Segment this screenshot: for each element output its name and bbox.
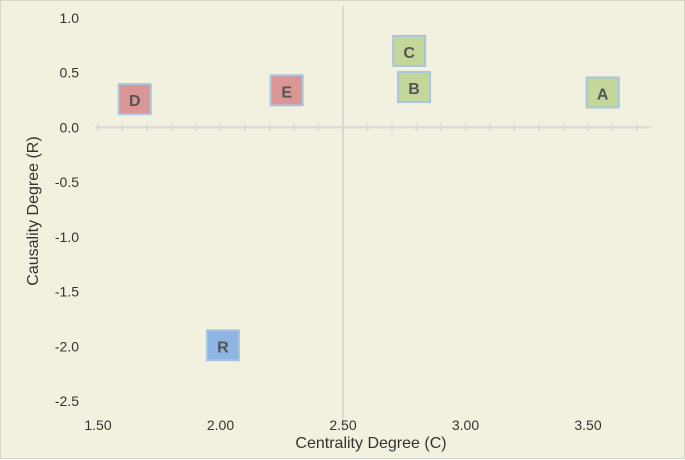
x-axis-title: Centrality Degree (C) bbox=[295, 435, 446, 452]
y-tick-label: -2.5 bbox=[55, 393, 79, 409]
point-marker-d bbox=[117, 83, 152, 116]
y-tick-label: -1.5 bbox=[55, 284, 79, 300]
x-tick-label: 1.50 bbox=[84, 417, 111, 433]
x-tick-label: 3.50 bbox=[574, 417, 601, 433]
point-label-c: C bbox=[403, 45, 415, 62]
point-label-r: R bbox=[217, 339, 229, 356]
y-tick-label: -0.5 bbox=[55, 174, 79, 190]
axes bbox=[95, 6, 652, 431]
point-label-b: B bbox=[408, 81, 420, 98]
y-axis-title: Causality Degree (R) bbox=[25, 136, 42, 285]
y-tick-label: -2.0 bbox=[55, 338, 79, 354]
x-tick-label: 2.50 bbox=[329, 417, 356, 433]
point-label-e: E bbox=[281, 84, 292, 101]
y-tick-label: 0.5 bbox=[60, 65, 80, 81]
x-tick-label: 3.00 bbox=[452, 417, 479, 433]
point-marker-c bbox=[392, 34, 427, 67]
point-marker-a bbox=[585, 76, 620, 109]
y-tick-label: 0.0 bbox=[60, 119, 80, 135]
y-tick-label: 1.0 bbox=[60, 10, 80, 26]
x-tick-label: 2.00 bbox=[207, 417, 234, 433]
point-marker-e bbox=[269, 74, 304, 107]
y-tick-label: -1.0 bbox=[55, 229, 79, 245]
data-points: A B C D E R bbox=[117, 34, 620, 362]
point-marker-r bbox=[205, 329, 240, 362]
point-marker-b bbox=[397, 71, 432, 104]
point-label-a: A bbox=[597, 87, 609, 104]
point-label-d: D bbox=[129, 93, 141, 110]
y-tick-labels: 1.0 0.5 0.0 -0.5 -1.0 -1.5 -2.0 -2.5 bbox=[55, 10, 79, 409]
x-tick-labels: 1.50 2.00 2.50 3.00 3.50 bbox=[84, 417, 601, 433]
